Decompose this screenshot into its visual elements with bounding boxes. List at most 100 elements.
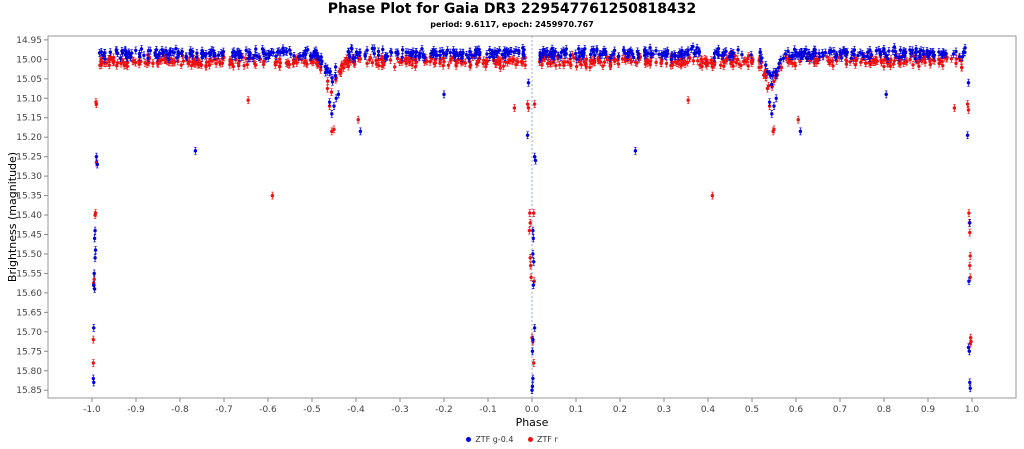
data-point-g — [622, 45, 626, 54]
data-point-g — [216, 51, 221, 59]
data-point-g — [417, 51, 422, 60]
data-point-g — [654, 46, 658, 55]
data-point-g — [867, 54, 872, 63]
x-tick-label: 0.3 — [657, 405, 671, 415]
data-point-r — [498, 64, 503, 72]
x-tick-label: -0.1 — [479, 405, 497, 415]
data-point-r — [605, 55, 610, 64]
data-point-r — [830, 56, 835, 65]
data-point-r — [686, 96, 690, 105]
data-point-g — [633, 146, 638, 155]
data-point-r — [526, 104, 531, 112]
data-point-g — [967, 347, 972, 356]
data-point-g — [434, 51, 438, 60]
data-point-r — [848, 58, 852, 66]
data-point-g — [123, 46, 127, 54]
data-point-g — [850, 48, 854, 57]
data-point-r — [523, 61, 527, 70]
data-point-g — [776, 64, 781, 72]
data-point-g — [649, 49, 654, 58]
data-point-g — [808, 51, 812, 60]
x-axis-label: Phase — [516, 416, 549, 429]
data-point-g — [767, 98, 772, 107]
data-point-r — [284, 59, 288, 67]
data-point-g — [179, 49, 184, 58]
data-point-g — [868, 46, 872, 54]
data-point-g — [389, 48, 394, 57]
data-point-r — [370, 58, 375, 67]
data-point-g — [334, 94, 338, 103]
data-point-g — [765, 67, 770, 76]
data-point-r — [454, 61, 458, 70]
data-point-r — [937, 55, 941, 64]
data-point-g — [95, 160, 99, 169]
data-point-r — [654, 58, 658, 67]
y-tick-label: 15.10 — [16, 94, 42, 104]
data-point-g — [646, 49, 650, 58]
data-point-g — [330, 109, 334, 118]
data-point-r — [724, 56, 729, 65]
data-point-g — [893, 51, 898, 60]
data-point-g — [411, 50, 415, 58]
data-point-r — [414, 58, 419, 66]
data-point-g — [629, 46, 633, 55]
data-point-r — [968, 273, 972, 282]
data-point-r — [710, 191, 715, 200]
x-tick-label: 0.4 — [701, 405, 716, 415]
data-point-r — [574, 62, 579, 71]
data-point-g — [774, 94, 778, 103]
data-point-g — [531, 335, 535, 344]
data-point-r — [588, 63, 592, 72]
data-point-r — [588, 57, 592, 65]
data-point-g — [474, 47, 479, 56]
data-point-g — [147, 46, 151, 55]
data-point-g — [772, 102, 776, 110]
data-point-r — [529, 273, 533, 282]
data-point-g — [758, 48, 762, 57]
data-point-r — [133, 58, 138, 67]
data-point-r — [94, 98, 98, 107]
data-point-g — [201, 50, 205, 58]
data-point-r — [566, 58, 570, 66]
data-point-g — [878, 50, 883, 59]
x-tick-label: 1.0 — [965, 405, 980, 415]
data-point-g — [93, 246, 98, 254]
data-point-r — [722, 58, 727, 67]
data-point-g — [306, 45, 310, 54]
data-point-g — [581, 48, 585, 57]
data-point-r — [952, 104, 957, 112]
data-point-r — [111, 58, 116, 67]
data-point-g — [193, 146, 198, 155]
data-point-r — [709, 58, 714, 67]
data-point-g — [445, 46, 450, 55]
data-point-g — [642, 46, 647, 54]
data-point-g — [531, 281, 536, 289]
data-point-r — [449, 55, 453, 63]
x-tick-label: 0.2 — [613, 405, 627, 415]
data-point-g — [146, 54, 150, 63]
data-point-r — [287, 60, 291, 69]
data-point-r — [220, 59, 225, 68]
data-point-g — [799, 48, 804, 56]
data-point-r — [344, 60, 348, 68]
data-point-g — [533, 156, 538, 165]
data-point-g — [381, 45, 385, 54]
data-point-g — [779, 55, 783, 64]
data-point-g — [213, 52, 217, 60]
data-point-r — [186, 59, 190, 68]
data-point-r — [125, 62, 130, 71]
data-point-r — [917, 62, 921, 71]
data-point-g — [834, 51, 839, 60]
y-tick-label: 15.15 — [16, 114, 42, 124]
data-point-r — [967, 209, 971, 217]
data-point-r — [228, 57, 232, 66]
data-point-g — [886, 54, 890, 63]
data-point-r — [629, 57, 634, 66]
data-point-g — [820, 49, 825, 57]
y-tick-label: 15.30 — [16, 172, 42, 182]
data-point-g — [960, 53, 965, 61]
y-tick-label: 15.00 — [16, 55, 42, 65]
data-point-r — [91, 359, 96, 367]
data-point-r — [236, 61, 241, 70]
data-point-g — [354, 48, 359, 56]
